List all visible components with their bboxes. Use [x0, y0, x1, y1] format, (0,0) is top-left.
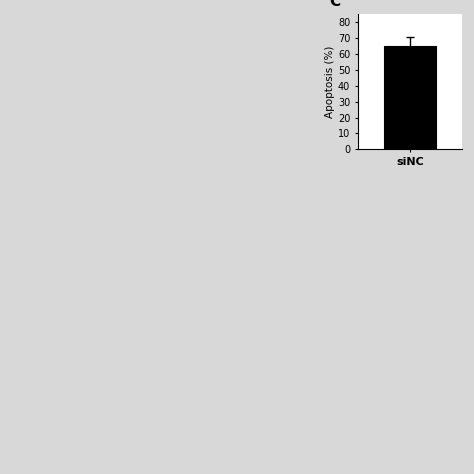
Bar [384, 46, 436, 149]
Text: C: C [329, 0, 340, 9]
Y-axis label: Apoptosis (%): Apoptosis (%) [325, 46, 335, 118]
